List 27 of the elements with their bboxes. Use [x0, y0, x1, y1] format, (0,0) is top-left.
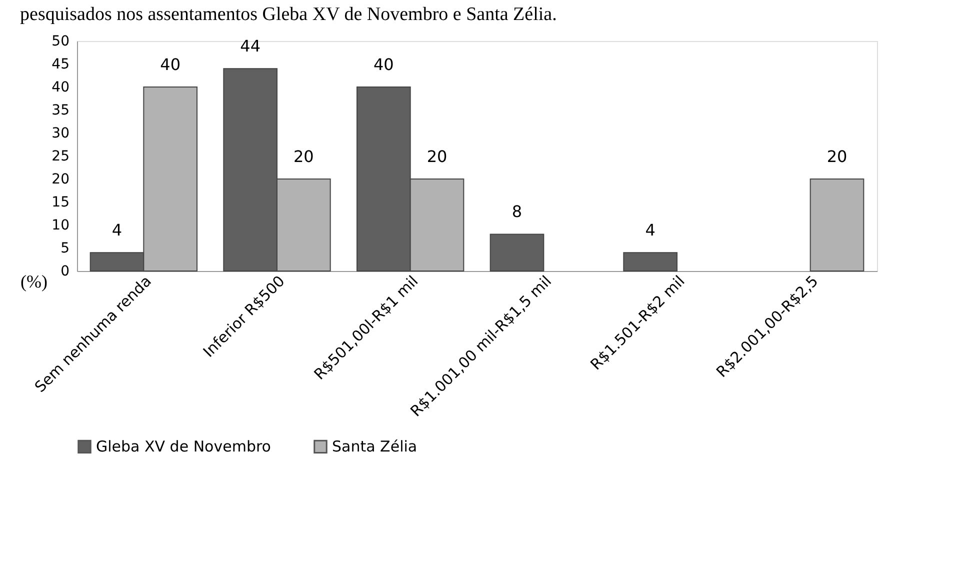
y-tick-label: 0 [60, 264, 70, 280]
legend-label: Gleba XV de Novembro [96, 438, 271, 456]
data-label: 20 [826, 147, 848, 166]
y-tick-label: 50 [52, 34, 70, 50]
bar [810, 178, 864, 272]
bar [490, 234, 544, 272]
data-label: 8 [512, 202, 522, 222]
y-tick-label: 25 [52, 148, 70, 164]
data-label: 4 [112, 220, 122, 240]
y-tick-label: 15 [52, 194, 70, 210]
data-label: 20 [426, 147, 448, 166]
data-label: 40 [373, 55, 394, 74]
data-label: 44 [240, 36, 261, 56]
data-label: 40 [160, 55, 181, 74]
y-axis-title: (%) [20, 272, 48, 292]
y-tick-label: 20 [52, 172, 70, 188]
y-tick-label: 30 [52, 126, 70, 142]
chart-title: pesquisados nos assentamentos Gleba XV de Novembro e Santa Zélia. [20, 4, 557, 25]
y-tick-label: 5 [60, 240, 70, 256]
legend-label: Santa Zélia [332, 438, 418, 456]
y-tick-label: 40 [52, 80, 70, 96]
data-label: 4 [645, 220, 656, 240]
data-label: 20 [293, 147, 314, 166]
y-tick-label: 35 [52, 102, 70, 118]
y-tick-label: 10 [52, 218, 70, 234]
y-tick-label: 45 [52, 56, 70, 72]
bar [623, 252, 678, 272]
